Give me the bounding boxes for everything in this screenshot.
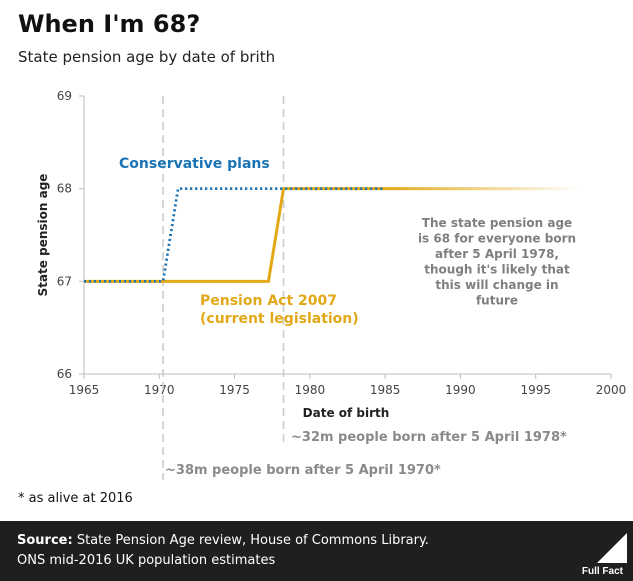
y-tick-label: 66: [57, 367, 72, 381]
axes: 66 67 68 69 1965 1970 1975 1980 1985 1990 1995 2000…: [36, 89, 626, 420]
x-tick-label: 1995: [520, 383, 551, 397]
source-line1: State Pension Age review, House of Commo…: [72, 533, 429, 548]
annotation-line: The state pension age: [422, 216, 572, 230]
source-label: Source:: [17, 533, 73, 548]
y-axis-label: State pension age: [36, 174, 50, 297]
reference-line-label: ~38m people born after 5 April 1970*: [165, 463, 441, 478]
x-tick-label: 1975: [219, 383, 250, 397]
full-fact-logo-icon: [597, 533, 627, 563]
chart-subtitle: State pension age by date of brith: [18, 48, 276, 66]
annotation-line: though it's likely that: [424, 263, 570, 277]
series-label-pension-act-line: Pension Act 2007: [200, 293, 337, 309]
x-tick-label: 1980: [295, 383, 326, 397]
x-tick-label: 1990: [445, 383, 476, 397]
x-tick-label: 1970: [144, 383, 175, 397]
series-label-conservative-plans: Conservative plans: [119, 156, 270, 172]
x-tick-label: 1965: [69, 383, 100, 397]
labels-group: Conservative plans Pension Act 2007 (curre…: [119, 156, 576, 327]
series-line-conservative-overlay: [84, 187, 386, 283]
footer: Source: State Pension Age review, House …: [0, 521, 633, 581]
annotation-line: future: [476, 294, 518, 308]
source-line2: ONS mid-2016 UK population estimates: [17, 553, 276, 568]
x-axis-label: Date of birth: [303, 406, 390, 420]
reference-lines: ~38m people born after 5 April 1970* ~32m…: [162, 96, 567, 480]
x-tick-label: 1985: [370, 383, 401, 397]
chart: 66 67 68 69 1965 1970 1975 1980 1985 1990 1995 2000…: [36, 89, 626, 480]
series-line-pension-act-2007: [84, 187, 386, 283]
logo-text: Full Fact: [581, 566, 623, 577]
y-tick-label: 67: [57, 274, 72, 288]
series-label-pension-act-line: (current legislation): [200, 311, 359, 327]
reference-line-label: ~32m people born after 5 April 1978*: [291, 430, 567, 445]
annotation-line: is 68 for everyone born: [418, 232, 576, 246]
y-tick-label: 68: [57, 182, 72, 196]
footnote: * as alive at 2016: [18, 491, 133, 506]
y-tick-label: 69: [57, 89, 72, 103]
annotation-line: this will change in: [435, 278, 558, 292]
source-text: Source: State Pension Age review, House …: [17, 531, 429, 571]
series-line-conservative-plans: [84, 187, 386, 283]
chart-title: When I'm 68?: [18, 10, 201, 38]
series-fade-extension: [385, 187, 581, 191]
series-group: [84, 187, 581, 283]
annotation-line: after 5 April 1978,: [435, 247, 559, 261]
x-tick-label: 2000: [596, 383, 627, 397]
